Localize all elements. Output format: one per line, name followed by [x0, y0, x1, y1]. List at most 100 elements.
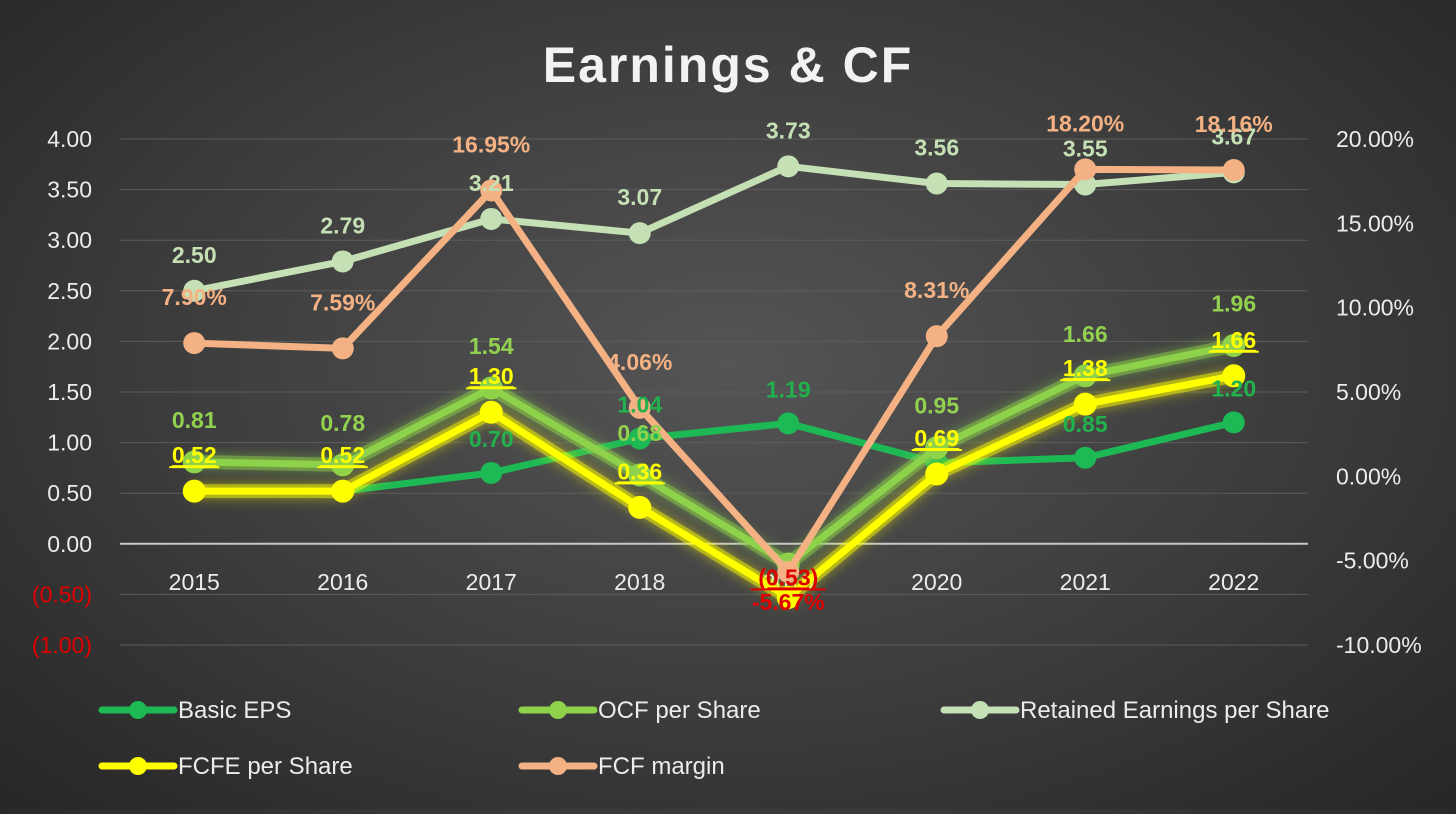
right-tick-label: -5.00% [1336, 548, 1409, 574]
data-label: 0.52 [172, 442, 217, 468]
x-tick-label: 2020 [911, 569, 962, 595]
data-label: -5.67% [752, 589, 825, 615]
data-point [1222, 159, 1245, 182]
data-point [480, 179, 503, 202]
data-label: 1.96 [1211, 290, 1256, 316]
data-point [183, 279, 206, 302]
data-labels: 2.50 2.79 3.21 3.07 3.73 3.56 3.55 3.67 0.70 1.04… [162, 110, 1273, 615]
data-label: 0.70 [469, 426, 514, 452]
left-tick-label: 3.50 [47, 177, 92, 203]
legend-item: Basic EPS [98, 697, 291, 724]
data-point [1222, 411, 1245, 434]
legend-item: Retained Earnings per Share [940, 697, 1330, 724]
data-point [480, 207, 503, 230]
data-label: 1.66 [1063, 321, 1108, 347]
legend: Basic EPS OCF per Share Retained Earnings … [98, 697, 1330, 780]
legend-label: Retained Earnings per Share [1020, 697, 1330, 724]
series-retained-earnings-per-share [183, 155, 1245, 302]
data-point [925, 436, 949, 460]
data-label: 2.50 [172, 242, 217, 268]
x-tick-label: 2016 [317, 569, 368, 595]
data-label: 1.19 [766, 376, 811, 402]
data-label: (0.53) [758, 564, 818, 590]
data-label: 1.04 [617, 392, 662, 418]
data-label: 8.31% [904, 277, 969, 303]
legend-label: FCF margin [598, 753, 725, 780]
right-tick-label: -10.00% [1336, 632, 1422, 658]
series-line [190, 341, 1238, 568]
legend-swatch-marker [129, 757, 147, 775]
data-point [183, 332, 206, 355]
series-fcfe-per-share [182, 364, 1246, 609]
left-tick-label: 3.00 [47, 227, 92, 253]
data-label: 0.52 [320, 442, 365, 468]
left-tick-label: 0.00 [47, 531, 92, 557]
right-tick-label: 5.00% [1336, 379, 1401, 405]
series-line [190, 165, 1238, 576]
data-label: 0.95 [914, 393, 959, 419]
left-tick-label: (0.50) [32, 581, 92, 607]
data-label: 0.78 [320, 410, 365, 436]
data-label: 3.07 [617, 184, 662, 210]
legend-label: Basic EPS [178, 697, 291, 724]
x-tick-label: 2015 [169, 569, 220, 595]
x-tick-label: 2018 [614, 569, 665, 595]
right-tick-label: 15.00% [1336, 210, 1414, 236]
data-point [777, 155, 800, 178]
data-label: 7.59% [310, 289, 375, 315]
legend-label: FCFE per Share [178, 753, 353, 780]
x-axis: 20152016201720182019202020212022 [169, 569, 1260, 595]
grid [120, 138, 1308, 646]
series-lines [182, 155, 1246, 609]
data-point [925, 325, 948, 348]
data-point [925, 172, 948, 195]
data-point [331, 453, 355, 477]
legend-swatch-marker [549, 757, 567, 775]
series-line [190, 418, 1238, 495]
data-label: 3.67 [1211, 123, 1256, 149]
data-label: 0.36 [617, 458, 662, 484]
data-label: 1.54 [469, 333, 514, 359]
right-tick-label: 0.00% [1336, 463, 1401, 489]
data-point [776, 585, 800, 609]
left-tick-label: 2.00 [47, 328, 92, 354]
left-y-axis: 4.00 3.50 3.00 2.50 2.00 1.50 1.00 0.50 0.00 (0.5… [32, 126, 92, 658]
data-point [1074, 158, 1097, 181]
data-point [1074, 446, 1097, 469]
data-point [182, 479, 206, 503]
data-label: 0.81 [172, 407, 217, 433]
data-point [628, 495, 652, 519]
data-point [628, 463, 652, 487]
data-label: 4.06% [607, 349, 672, 375]
legend-item: FCFE per Share [98, 753, 353, 780]
data-label: 3.73 [766, 117, 811, 143]
data-label: 16.95% [452, 131, 530, 157]
data-point [331, 250, 354, 273]
x-tick-label: 2017 [466, 569, 517, 595]
left-tick-label: 0.50 [47, 480, 92, 506]
left-tick-label: 2.50 [47, 278, 92, 304]
x-tick-label: 2021 [1060, 569, 1111, 595]
data-label: 1.30 [469, 363, 514, 389]
data-point [331, 479, 355, 503]
data-point [628, 427, 651, 450]
data-point [628, 396, 651, 419]
chart-title: Earnings & CF [543, 37, 913, 93]
x-tick-label: 2022 [1208, 569, 1259, 595]
data-label: 1.20 [1211, 375, 1256, 401]
data-label: 18.16% [1195, 111, 1273, 137]
data-point [777, 560, 800, 583]
left-tick-label: 1.00 [47, 430, 92, 456]
data-label: 1.66 [1211, 327, 1256, 353]
legend-item: OCF per Share [518, 697, 761, 724]
data-label: 3.21 [469, 170, 514, 196]
series-fcf-margin [183, 158, 1245, 583]
data-point [628, 222, 651, 245]
data-point [925, 462, 949, 486]
left-tick-label: 4.00 [47, 126, 92, 152]
data-label: 1.38 [1063, 355, 1108, 381]
data-point [777, 412, 800, 435]
data-point [480, 461, 503, 484]
